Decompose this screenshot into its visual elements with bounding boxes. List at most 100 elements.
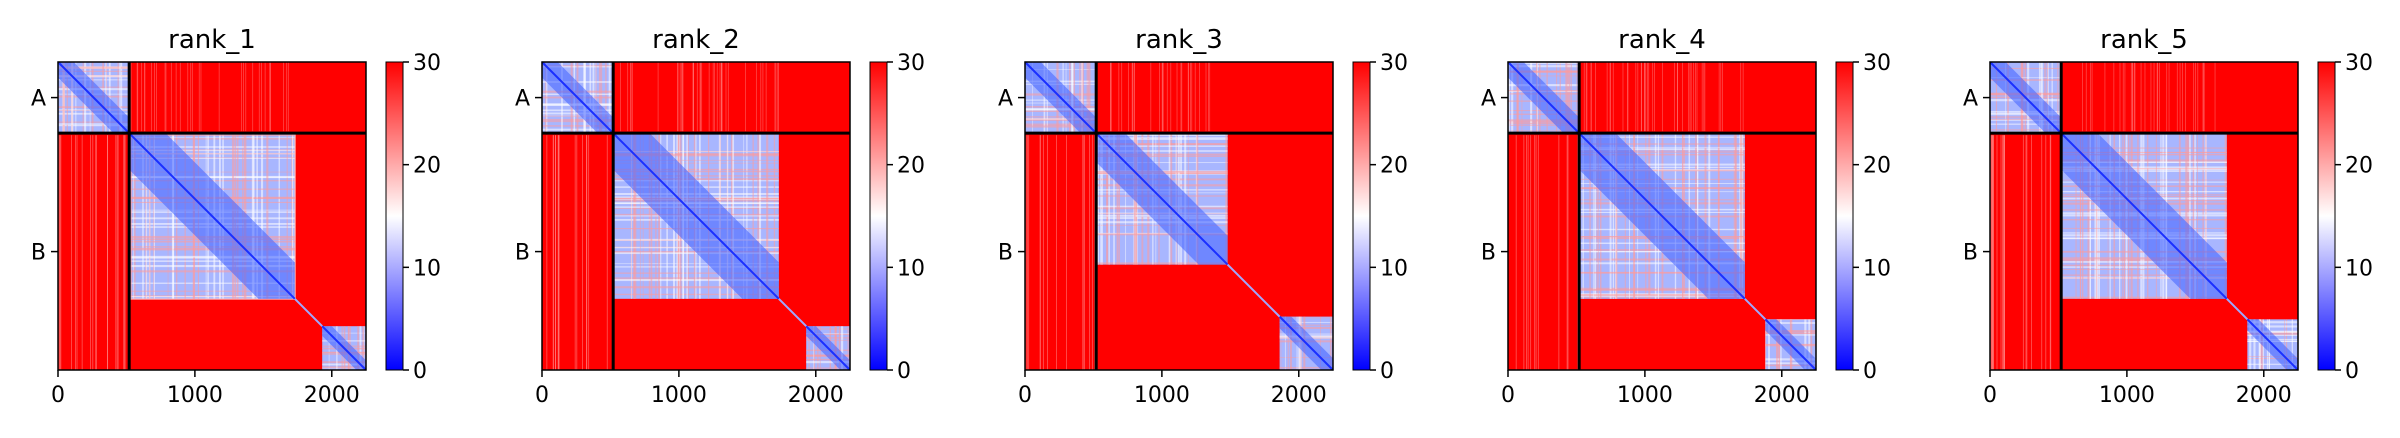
colorbar-tick-label: 30 <box>1863 51 1891 76</box>
plot-frame <box>1024 61 1334 371</box>
block-texture <box>1739 133 1741 299</box>
block-texture <box>1765 319 1767 370</box>
block-texture <box>1508 119 1580 122</box>
block-texture <box>171 133 174 299</box>
colorbar-tick-label: 30 <box>1380 51 1408 76</box>
block-texture <box>58 123 130 125</box>
stripe <box>1190 62 1191 132</box>
block-texture <box>58 121 130 123</box>
x-tick-label: 1000 <box>651 383 707 408</box>
block-texture <box>1284 316 1286 370</box>
block-texture <box>145 133 148 299</box>
block-texture <box>58 124 130 127</box>
block-texture <box>1320 316 1321 370</box>
stripe <box>2025 135 2027 370</box>
x-tick-label: 0 <box>535 383 549 408</box>
stripe <box>1993 135 1994 370</box>
block-texture <box>1043 62 1046 134</box>
colorbar <box>1353 62 1370 370</box>
block-texture <box>766 133 769 299</box>
stripe <box>681 62 683 132</box>
stripe <box>775 62 777 132</box>
block-texture <box>71 62 74 134</box>
colorbar <box>386 62 403 370</box>
stripe <box>1695 62 1696 132</box>
block-texture <box>129 270 295 273</box>
block-texture <box>1579 136 1745 138</box>
panel-title: rank_2 <box>652 25 740 55</box>
stripe <box>154 62 156 132</box>
diagonal-connector <box>1226 263 1281 318</box>
panel-title: rank_1 <box>168 25 256 55</box>
stripe <box>606 135 608 370</box>
x-tick-label: 2000 <box>304 383 360 408</box>
block-texture <box>1096 138 1228 140</box>
stripe <box>1042 135 1044 370</box>
stripe <box>2203 62 2205 132</box>
x-tick-label: 1000 <box>167 383 223 408</box>
block-texture <box>1990 119 2062 121</box>
stripe <box>1133 62 1135 132</box>
stripe <box>1527 135 1529 370</box>
block-texture <box>129 290 295 292</box>
colorbar-tick-label: 0 <box>2345 359 2359 384</box>
block-texture <box>2061 161 2227 163</box>
block-texture <box>129 171 295 173</box>
panel-rank_2: rank_2 A B 0 1000 2000 0 10 20 30 <box>515 25 925 408</box>
block-texture <box>1579 293 1745 295</box>
block-texture <box>613 159 779 161</box>
block-texture <box>1559 62 1561 134</box>
stripe <box>762 62 764 132</box>
x-tick-label: 2000 <box>2236 383 2292 408</box>
block-texture <box>595 62 597 134</box>
block-texture <box>806 333 850 336</box>
stripe <box>576 135 578 370</box>
block-texture <box>149 133 151 299</box>
block-texture <box>294 133 296 299</box>
block-texture <box>1565 62 1568 134</box>
stripe <box>630 62 631 132</box>
stripe <box>2202 62 2204 132</box>
stripe <box>1150 62 1152 132</box>
block-texture <box>1508 113 1580 115</box>
stripe <box>141 62 143 132</box>
block-texture <box>1508 62 1580 65</box>
stripe <box>58 135 60 370</box>
block-texture <box>2286 319 2288 370</box>
stripe <box>2134 62 2136 132</box>
block-texture <box>1599 133 1602 299</box>
stripe <box>1026 135 1028 370</box>
block-texture <box>2047 62 2049 134</box>
stripe <box>1742 62 1744 132</box>
stripe <box>1181 62 1183 132</box>
stripe <box>701 62 703 132</box>
colorbar-tick-label: 0 <box>1380 359 1394 384</box>
stripe <box>620 62 621 132</box>
block-texture <box>291 133 294 299</box>
block-texture <box>1615 133 1618 299</box>
stripe <box>1718 62 1720 132</box>
block-texture <box>120 62 123 134</box>
diagonal-line <box>805 325 851 371</box>
stripe <box>92 135 94 370</box>
colorbar-tick-label: 10 <box>897 256 925 281</box>
block-texture <box>1096 145 1228 147</box>
stripe <box>2166 62 2168 132</box>
stripe <box>1534 135 1536 370</box>
stripe <box>2144 62 2146 132</box>
stripe <box>1110 62 1111 132</box>
block-texture <box>129 137 295 139</box>
stripe <box>1558 135 1560 370</box>
stripe <box>71 135 72 370</box>
block-texture <box>1568 62 1571 134</box>
stripe <box>269 62 271 132</box>
panel-title: rank_3 <box>1135 25 1223 55</box>
block-texture <box>1225 133 1228 265</box>
block-texture <box>58 79 130 81</box>
stripe <box>630 62 632 132</box>
diagonal-line <box>541 61 614 134</box>
diagonal-line <box>1095 132 1229 266</box>
block-texture <box>1097 133 1099 265</box>
stripe <box>1187 62 1189 132</box>
block-texture <box>129 175 295 178</box>
